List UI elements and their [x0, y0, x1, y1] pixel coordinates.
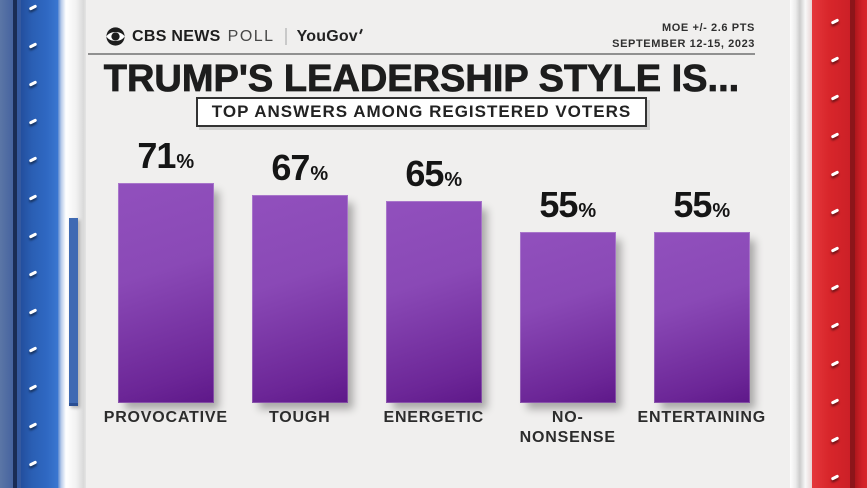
rivet-icon — [28, 118, 38, 125]
percent-sign: % — [712, 200, 731, 222]
rivet-icon — [830, 56, 840, 63]
bar-column-entertaining: 55% — [654, 184, 750, 403]
right-gap-strip — [790, 0, 812, 488]
bar-value: 55 — [539, 184, 578, 225]
brand-row: CBS NEWS POLL YouGov — [106, 27, 363, 46]
moe-line: MOE +/- 2.6 PTS — [661, 22, 755, 34]
rivet-icon — [28, 460, 38, 467]
percent-sign: % — [176, 151, 195, 173]
cbs-eye-icon — [106, 27, 125, 46]
subtitle-box: TOP ANSWERS AMONG REGISTERED VOTERS — [195, 97, 648, 127]
yougov-wordmark: YouGov — [296, 27, 363, 46]
subtitle-text: TOP ANSWERS AMONG REGISTERED VOTERS — [211, 102, 632, 121]
category-label: TOUGH — [269, 409, 331, 426]
rivet-icon — [830, 246, 840, 253]
bar-column-provocative: 71% — [118, 135, 214, 403]
page-title: TRUMP'S LEADERSHIP STYLE IS... — [103, 58, 740, 101]
header-divider-rule — [88, 53, 755, 55]
bar-value-label: 55% — [539, 184, 596, 226]
right-pillar-red-face — [812, 0, 850, 488]
blue-fragment-strip — [69, 218, 78, 406]
rivet-icon — [830, 284, 840, 291]
bar — [520, 232, 616, 403]
date-line: SEPTEMBER 12-15, 2023 — [612, 37, 755, 50]
rivet-icon — [830, 360, 840, 367]
bar-value: 65 — [405, 153, 444, 194]
category-labels-row: PROVOCATIVE TOUGH ENERGETIC NO- NONSENSE… — [103, 408, 766, 448]
left-pillar-highlight — [58, 0, 66, 488]
percent-sign: % — [444, 169, 463, 191]
category-label: NO- NONSENSE — [519, 409, 616, 446]
brand-divider — [284, 28, 287, 45]
left-pillar-mid-edge — [17, 0, 21, 488]
left-pillar-outer-strip — [0, 0, 13, 488]
bar-column-no-nonsense: 55% — [520, 184, 616, 403]
bar-value-label: 71% — [137, 135, 194, 177]
bar-value-label: 67% — [271, 147, 328, 189]
yougov-text: YouGov — [296, 27, 358, 45]
rivet-icon — [28, 308, 38, 315]
bar-value: 67 — [271, 147, 310, 188]
category-label: ENERGETIC — [383, 409, 485, 426]
right-pillar-dark-edge — [850, 0, 855, 488]
left-pillar-dark-edge — [13, 0, 17, 488]
rivet-icon — [830, 322, 840, 329]
rivet-icon — [28, 4, 38, 11]
cbs-news-wordmark: CBS NEWS — [132, 27, 221, 45]
percent-sign: % — [578, 200, 597, 222]
bar-value-label: 65% — [405, 153, 462, 195]
rivet-icon — [28, 384, 38, 391]
bar-column-energetic: 65% — [386, 153, 482, 403]
rivet-icon — [28, 80, 38, 87]
poll-wordmark: POLL — [227, 27, 275, 45]
rivet-icon — [28, 156, 38, 163]
bar-value: 71 — [137, 135, 176, 176]
category-label: PROVOCATIVE — [103, 409, 228, 426]
rivet-icon — [830, 398, 840, 405]
bar — [386, 201, 482, 403]
rivet-icon — [28, 232, 38, 239]
rivet-icon — [830, 18, 840, 25]
left-pillar-blue-face — [21, 0, 58, 488]
category-label: ENTERTAINING — [637, 409, 766, 426]
bar — [118, 183, 214, 403]
rivet-icon — [830, 474, 840, 481]
bar-chart: 71% 67% 65% 55% 55% — [118, 135, 750, 403]
rivet-icon — [28, 270, 38, 277]
rivet-icon — [830, 94, 840, 101]
rivet-icon — [830, 132, 840, 139]
rivet-icon — [28, 346, 38, 353]
subtitle-row: TOP ANSWERS AMONG REGISTERED VOTERS — [86, 97, 757, 127]
content-panel: CBS NEWS POLL YouGov MOE +/- 2.6 PTS SEP… — [86, 0, 790, 488]
rivet-icon — [830, 170, 840, 177]
rivet-icon — [830, 208, 840, 215]
bar — [252, 195, 348, 403]
right-pillar-outer-strip — [855, 0, 867, 488]
bar — [654, 232, 750, 403]
moe-block: MOE +/- 2.6 PTS SEPTEMBER 12-15, 2023 — [612, 21, 755, 53]
rivet-icon — [28, 42, 38, 49]
rivet-icon — [28, 194, 38, 201]
percent-sign: % — [310, 163, 329, 185]
bar-value-label: 55% — [673, 184, 730, 226]
bar-column-tough: 67% — [252, 147, 348, 403]
bar-value: 55 — [673, 184, 712, 225]
rivet-icon — [28, 422, 38, 429]
rivet-icon — [830, 436, 840, 443]
yougov-tick-icon — [359, 28, 363, 34]
